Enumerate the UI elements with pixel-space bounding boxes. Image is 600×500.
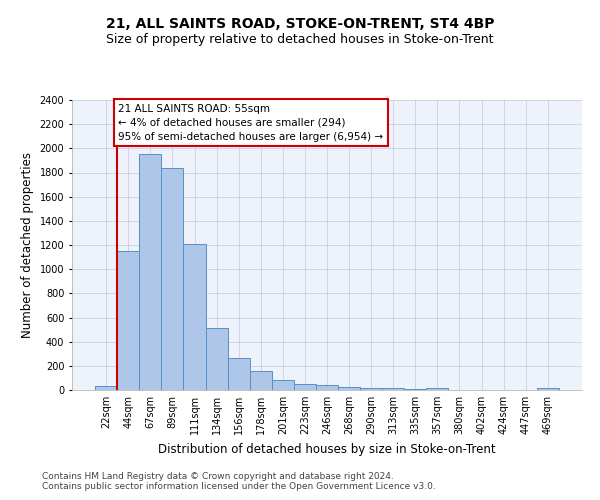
Bar — [139, 154, 161, 390]
Bar — [117, 251, 139, 390]
Bar — [95, 386, 117, 390]
Text: Contains HM Land Registry data © Crown copyright and database right 2024.: Contains HM Land Registry data © Crown c… — [42, 472, 394, 481]
Text: 21 ALL SAINTS ROAD: 55sqm
← 4% of detached houses are smaller (294)
95% of semi-: 21 ALL SAINTS ROAD: 55sqm ← 4% of detach… — [118, 104, 383, 142]
Bar — [184, 244, 206, 390]
Bar — [294, 384, 316, 390]
Bar — [206, 328, 227, 390]
Text: Contains public sector information licensed under the Open Government Licence v3: Contains public sector information licen… — [42, 482, 436, 491]
Bar — [360, 388, 382, 390]
Bar — [227, 358, 250, 390]
Bar — [382, 388, 404, 390]
Bar — [316, 384, 338, 390]
Y-axis label: Number of detached properties: Number of detached properties — [21, 152, 34, 338]
Bar — [161, 168, 184, 390]
Bar — [537, 388, 559, 390]
Bar — [338, 387, 360, 390]
Bar — [250, 372, 272, 390]
Bar — [404, 389, 427, 390]
Text: Size of property relative to detached houses in Stoke-on-Trent: Size of property relative to detached ho… — [106, 32, 494, 46]
Bar — [427, 388, 448, 390]
Bar — [272, 380, 294, 390]
Text: 21, ALL SAINTS ROAD, STOKE-ON-TRENT, ST4 4BP: 21, ALL SAINTS ROAD, STOKE-ON-TRENT, ST4… — [106, 18, 494, 32]
X-axis label: Distribution of detached houses by size in Stoke-on-Trent: Distribution of detached houses by size … — [158, 442, 496, 456]
